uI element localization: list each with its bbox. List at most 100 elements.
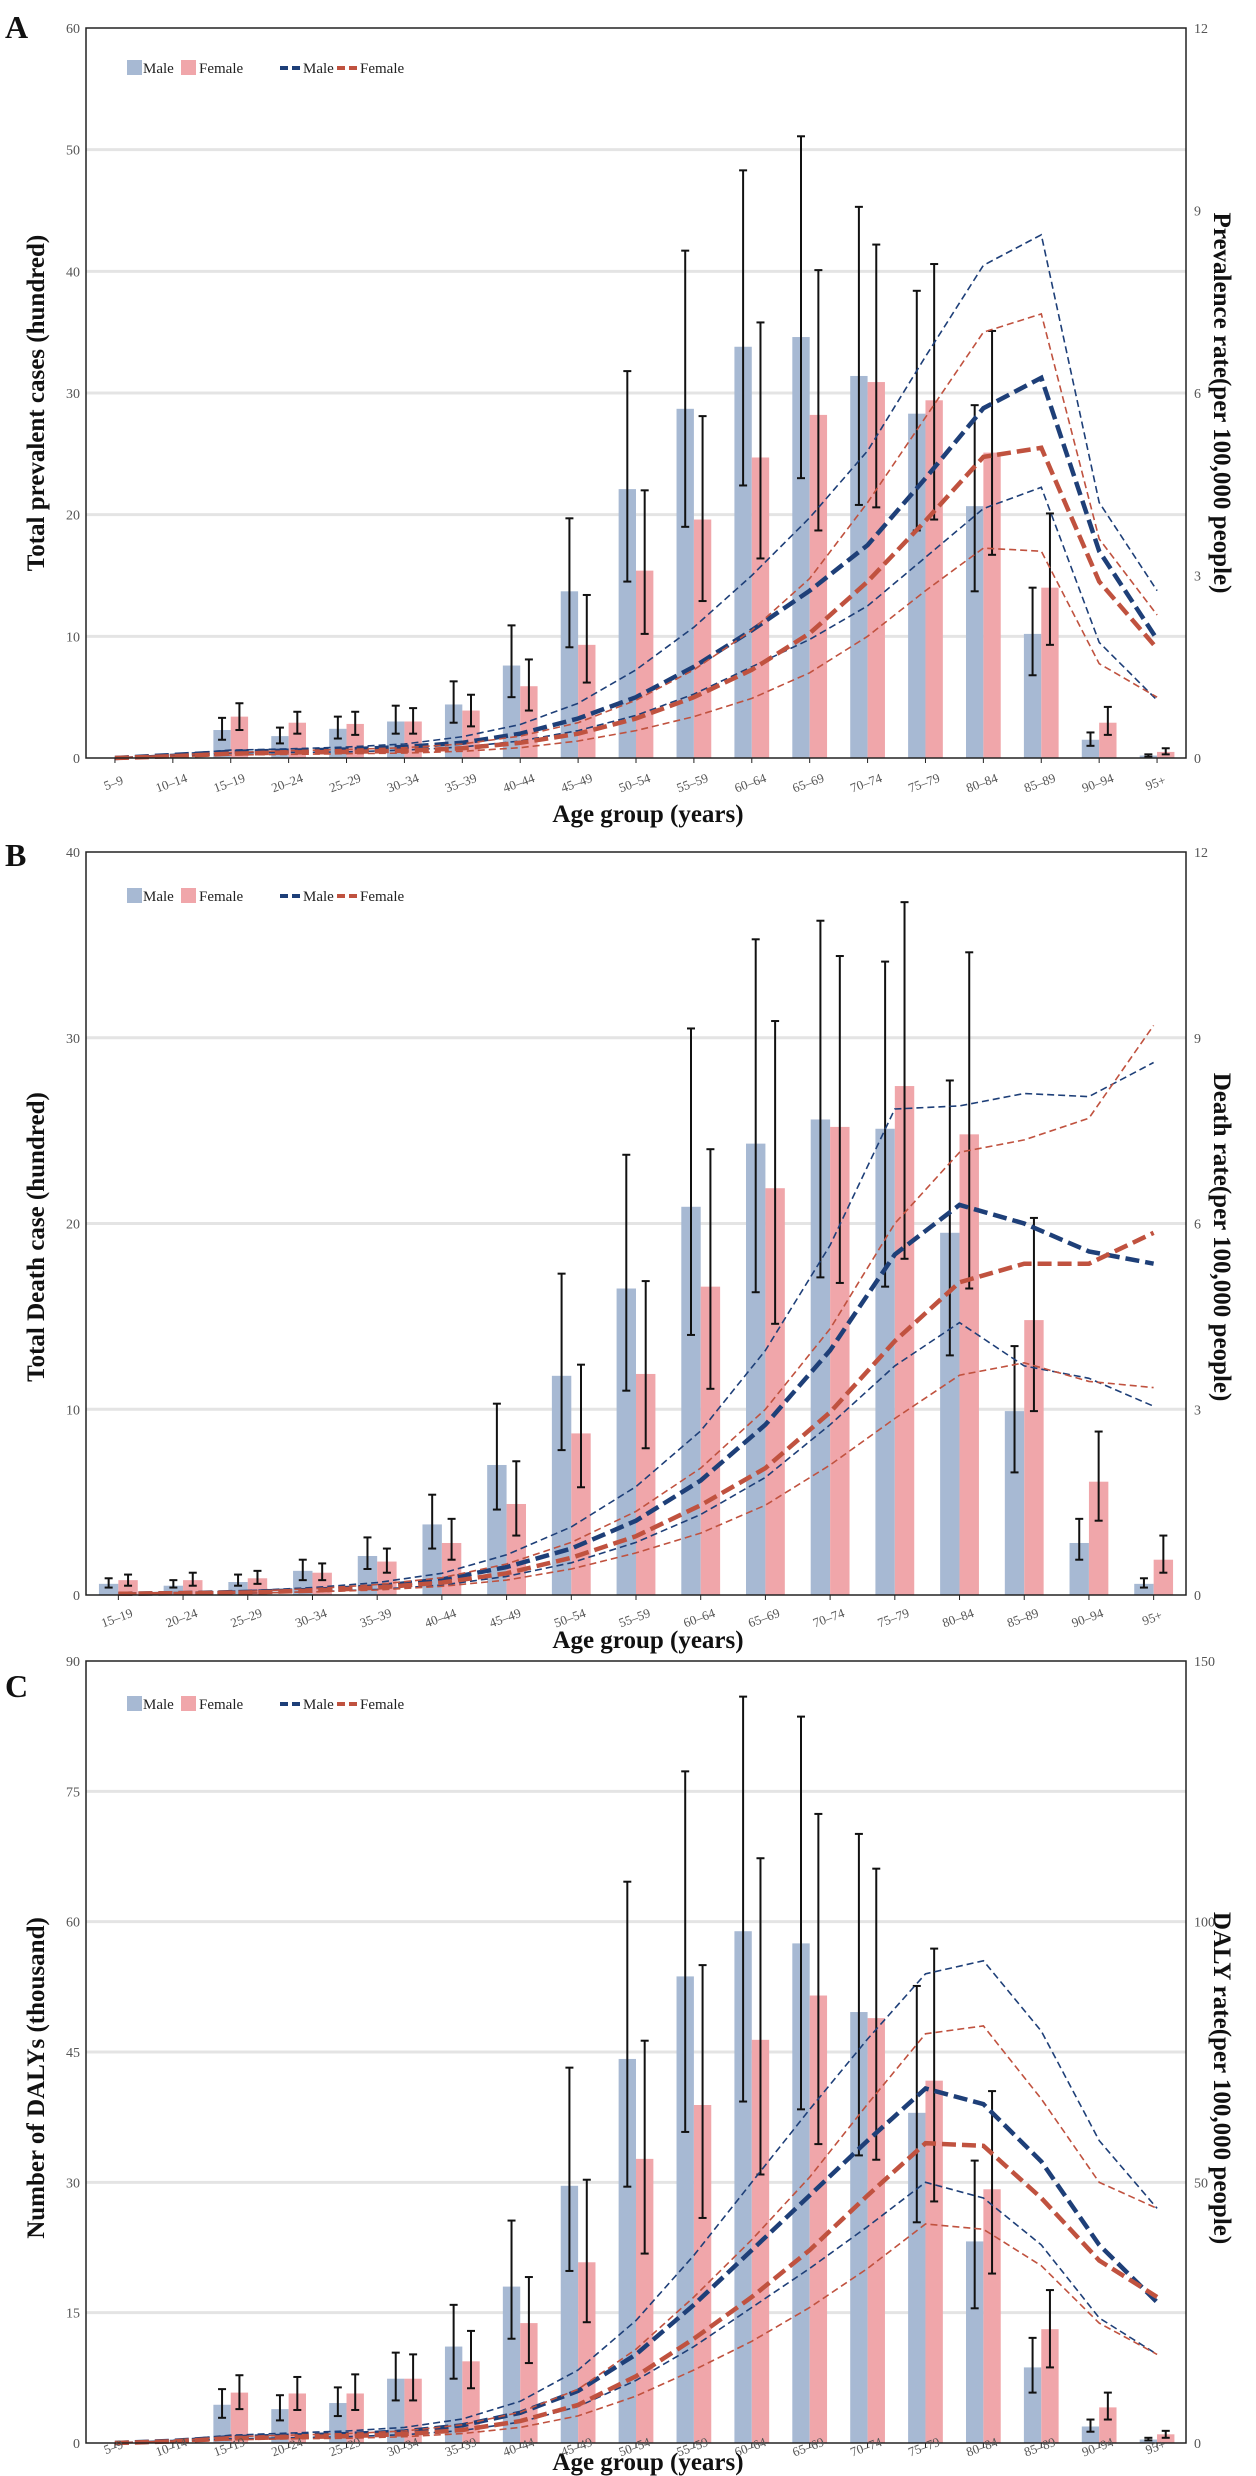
bar-male	[1134, 1583, 1154, 1595]
panel-b-y2-axis-title: Death rate(per 100,000 people)	[1208, 1073, 1235, 1402]
bar-female	[925, 400, 943, 758]
y-tick-label: 40	[66, 846, 80, 861]
legend-label-female-line: Female	[360, 1697, 404, 1713]
legend-label-female-bar: Female	[199, 889, 243, 905]
x-tick-label: 30–34	[293, 1605, 329, 1630]
x-tick-label: 85–89	[1005, 1605, 1041, 1630]
error-bar-female	[1103, 705, 1112, 736]
error-bar-female	[188, 1571, 197, 1587]
y-tick-label: 0	[73, 2437, 80, 2452]
error-bar-female	[124, 1573, 133, 1587]
bar-female	[1041, 2329, 1059, 2443]
bar-male	[746, 1143, 766, 1595]
x-tick-label: 15–19	[99, 1605, 135, 1630]
y-tick-label: 20	[66, 1218, 80, 1233]
error-bar-female	[351, 2373, 360, 2411]
error-bar-male	[687, 1027, 695, 1336]
error-bar-female	[1161, 2429, 1170, 2439]
y2-tick-label: 3	[1194, 1403, 1201, 1418]
error-bar-male	[234, 1573, 243, 1587]
bar-male	[850, 2012, 868, 2443]
rate-line-lower-male	[114, 2181, 1158, 2444]
x-tick-label: 40–44	[423, 1605, 459, 1630]
error-bar-male	[912, 1984, 921, 2224]
bar-female	[894, 1086, 915, 1595]
bar-male	[618, 2058, 636, 2443]
x-tick-label: 40–44	[501, 770, 537, 795]
y2-tick-label: 9	[1194, 205, 1201, 220]
rate-line-female	[114, 445, 1159, 761]
rate-line-lower-female	[114, 547, 1158, 759]
legend-label-female-bar: Female	[199, 1697, 243, 1713]
y-tick-label: 45	[66, 2046, 80, 2061]
x-tick-label: 35–39	[443, 770, 479, 795]
error-bar-male	[391, 704, 400, 735]
x-tick-label: 50–54	[617, 770, 653, 795]
bar-female	[983, 452, 1001, 758]
y-tick-label: 10	[66, 1403, 80, 1418]
x-tick-label: 95+	[1143, 772, 1167, 793]
x-tick-label: 25–29	[327, 770, 363, 795]
error-bar-male	[739, 169, 748, 487]
bar-male	[1004, 1411, 1025, 1595]
error-bar-male	[449, 2303, 458, 2380]
bar-male	[908, 2112, 926, 2443]
bar-male	[734, 346, 752, 758]
x-tick-label: 45–49	[559, 770, 595, 795]
legend-label-female-line: Female	[360, 889, 404, 905]
error-bar-male	[1144, 2436, 1153, 2442]
rate-line-female	[114, 2140, 1159, 2446]
bar-male	[908, 413, 926, 758]
error-bar-male	[970, 404, 979, 593]
error-bar-female	[293, 2375, 302, 2411]
error-bar-female	[1103, 2391, 1112, 2421]
error-bar-male	[945, 1079, 954, 1357]
bar-male	[213, 2404, 231, 2443]
error-bar-female	[253, 1569, 262, 1585]
bar-male	[1081, 2426, 1100, 2443]
legend-label-male-line: Male	[303, 61, 334, 77]
panel-a-legend: Male Female Male Female	[127, 60, 404, 77]
error-bar-male	[275, 726, 284, 745]
bar-male	[792, 337, 810, 758]
error-bar-female	[409, 2353, 418, 2402]
error-bar-male	[1144, 753, 1153, 758]
error-bar-female	[351, 710, 360, 736]
y2-tick-label: 3	[1194, 570, 1201, 585]
error-bar-male	[104, 1577, 113, 1589]
bar-male	[681, 1206, 701, 1595]
rate-line-upper-male	[114, 1959, 1158, 2444]
bar-female	[765, 1188, 785, 1595]
panel-a-y2-axis-title: Prevalence rate(per 100,000 people)	[1208, 213, 1235, 594]
x-tick-label: 70–74	[848, 770, 884, 795]
y2-tick-label: 50	[1194, 2176, 1208, 2191]
bar-female	[693, 519, 712, 758]
bar-male	[676, 1976, 694, 2443]
error-bar-male	[333, 2386, 342, 2418]
error-bar-female	[512, 1460, 521, 1537]
bar-male	[98, 1583, 119, 1595]
x-tick-label: 95+	[1143, 2436, 1167, 2457]
y2-tick-label: 150	[1194, 1655, 1215, 1670]
bar-male	[850, 375, 868, 758]
x-tick-label: 90–94	[1080, 770, 1116, 795]
x-tick-label: 55–59	[675, 770, 711, 795]
error-bar-female	[930, 1947, 939, 2203]
error-bar-female	[698, 1964, 707, 2219]
error-bar-female	[988, 2090, 997, 2275]
error-bar-male	[681, 1770, 690, 2133]
bar-female	[983, 2189, 1001, 2443]
bar-male	[966, 2241, 984, 2443]
x-tick-label: 10–14	[153, 770, 189, 795]
legend-label-male-bar: Male	[143, 889, 174, 905]
bar-female	[1099, 722, 1117, 758]
y-tick-label: 75	[66, 1785, 80, 1800]
error-bar-female	[1159, 1534, 1168, 1574]
panel-letter-b: B	[5, 837, 26, 873]
y-tick-label: 40	[66, 265, 80, 280]
x-tick-label: 20–24	[164, 1605, 200, 1630]
panel-a-x-axis-title: Age group (years)	[552, 801, 743, 828]
error-bar-female	[706, 1148, 715, 1390]
